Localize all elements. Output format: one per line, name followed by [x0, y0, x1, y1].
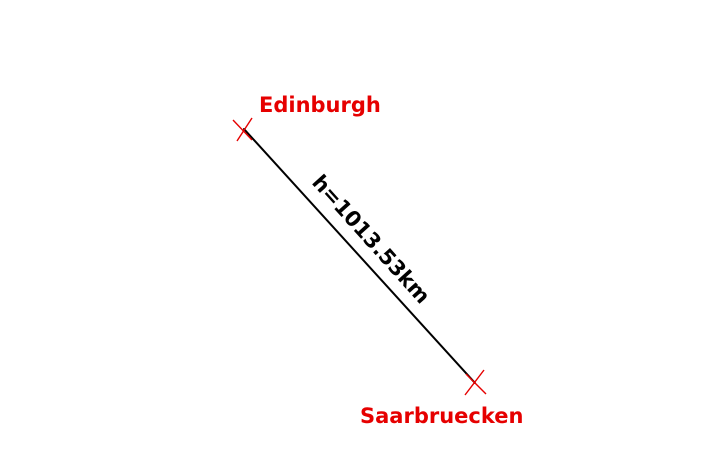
- saarbruecken-marker-icon: [464, 369, 487, 396]
- city-label-edinburgh: Edinburgh: [259, 93, 381, 117]
- route-line: [243, 128, 476, 384]
- city-label-saarbruecken: Saarbruecken: [360, 404, 523, 428]
- distance-label: h=1013.53km: [307, 170, 434, 308]
- edinburgh-marker-icon: [232, 117, 253, 142]
